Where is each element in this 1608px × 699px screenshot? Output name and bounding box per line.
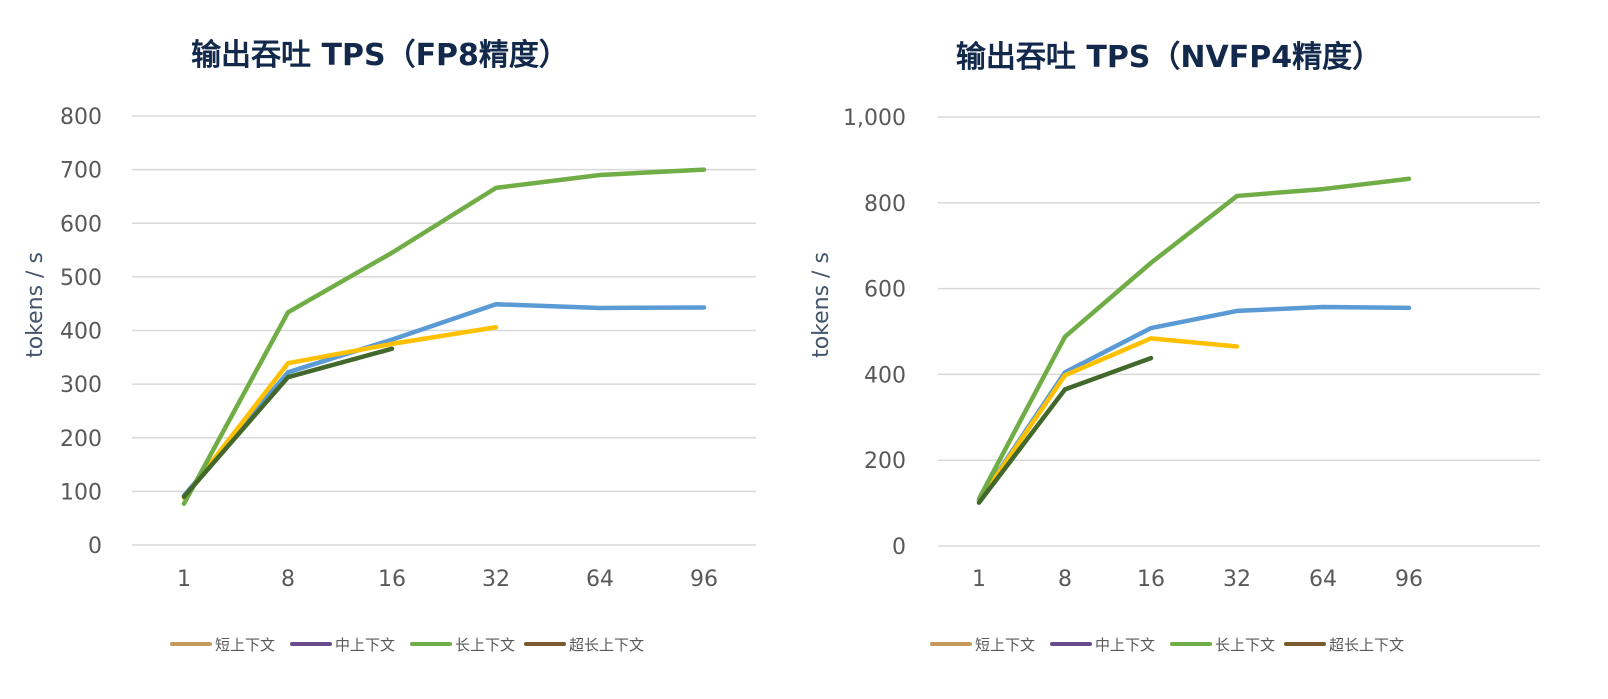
- y-axis-label: tokens / s: [23, 252, 48, 358]
- chart-title: 输出吞吐 TPS（FP8精度）: [191, 38, 569, 73]
- series-line: [181, 325, 499, 501]
- chart-nvfp4-svg: 输出吞吐 TPS（NVFP4精度） tokens / s 0 200 400 600 8…: [809, 40, 1540, 654]
- series-line: [976, 355, 1154, 505]
- legend: 短上下文 中上下文 长上下文 超长上下文: [930, 636, 1404, 654]
- y-tick-label: 400: [864, 363, 906, 388]
- x-tick-label: 16: [1137, 567, 1165, 592]
- x-tick-label: 96: [1395, 567, 1423, 592]
- x-tick-label: 16: [378, 567, 406, 592]
- y-tick-label: 600: [864, 278, 906, 303]
- x-tick-label: 96: [690, 567, 718, 592]
- y-tick-label: 800: [864, 192, 906, 217]
- series-lines: [976, 176, 1412, 505]
- legend-label: 超长上下文: [1329, 636, 1404, 654]
- chart-fp8-svg: 输出吞吐 TPS（FP8精度） tokens / s 0 100 200 300 400…: [23, 38, 756, 654]
- y-tick-label: 400: [60, 320, 102, 345]
- series-line: [976, 336, 1240, 504]
- y-tick-label: 200: [60, 427, 102, 452]
- legend-label: 超长上下文: [569, 636, 644, 654]
- x-tick-label: 1: [972, 567, 986, 592]
- legend-label: 长上下文: [1215, 636, 1275, 654]
- y-tick-label: 700: [60, 159, 102, 184]
- x-tick-label: 8: [281, 567, 295, 592]
- y-tick-label: 800: [60, 105, 102, 130]
- y-tick-labels: 0 100 200 300 400 500 600 700 800: [60, 105, 102, 559]
- legend-label: 中上下文: [1095, 636, 1155, 654]
- x-tick-labels: 1 8 16 32 64 96: [177, 567, 718, 592]
- legend: 短上下文 中上下文 长上下文 超长上下文: [170, 636, 644, 654]
- y-tick-label: 1,000: [843, 106, 906, 131]
- x-tick-label: 1: [177, 567, 191, 592]
- x-tick-label: 8: [1058, 567, 1072, 592]
- chart-title: 输出吞吐 TPS（NVFP4精度）: [956, 40, 1382, 75]
- series-line: [181, 346, 395, 499]
- x-tick-label: 32: [1223, 567, 1251, 592]
- series-line: [976, 176, 1412, 502]
- x-tick-label: 32: [482, 567, 510, 592]
- y-tick-labels: 0 200 400 600 800 1,000: [843, 106, 906, 560]
- series-line: [181, 167, 707, 506]
- x-tick-label: 64: [586, 567, 614, 592]
- x-tick-label: 64: [1309, 567, 1337, 592]
- y-tick-label: 300: [60, 373, 102, 398]
- y-axis-label: tokens / s: [809, 252, 834, 358]
- legend-label: 中上下文: [335, 636, 395, 654]
- grid-lines: [938, 116, 1540, 547]
- y-tick-label: 0: [892, 535, 906, 560]
- y-tick-label: 0: [88, 534, 102, 559]
- y-tick-label: 600: [60, 212, 102, 237]
- y-tick-label: 200: [864, 449, 906, 474]
- legend-label: 长上下文: [455, 636, 515, 654]
- legend-label: 短上下文: [975, 636, 1035, 654]
- legend-label: 短上下文: [215, 636, 275, 654]
- x-tick-labels: 1 8 16 32 64 96: [972, 567, 1423, 592]
- chart-nvfp4: 输出吞吐 TPS（NVFP4精度） tokens / s 0 200 400 600 8…: [804, 0, 1608, 699]
- chart-fp8: 输出吞吐 TPS（FP8精度） tokens / s 0 100 200 300 400…: [23, 38, 756, 654]
- grid-lines: [132, 115, 756, 546]
- series-lines: [181, 167, 707, 506]
- series-line: [181, 301, 707, 498]
- y-tick-label: 100: [60, 480, 102, 505]
- y-tick-label: 500: [60, 266, 102, 291]
